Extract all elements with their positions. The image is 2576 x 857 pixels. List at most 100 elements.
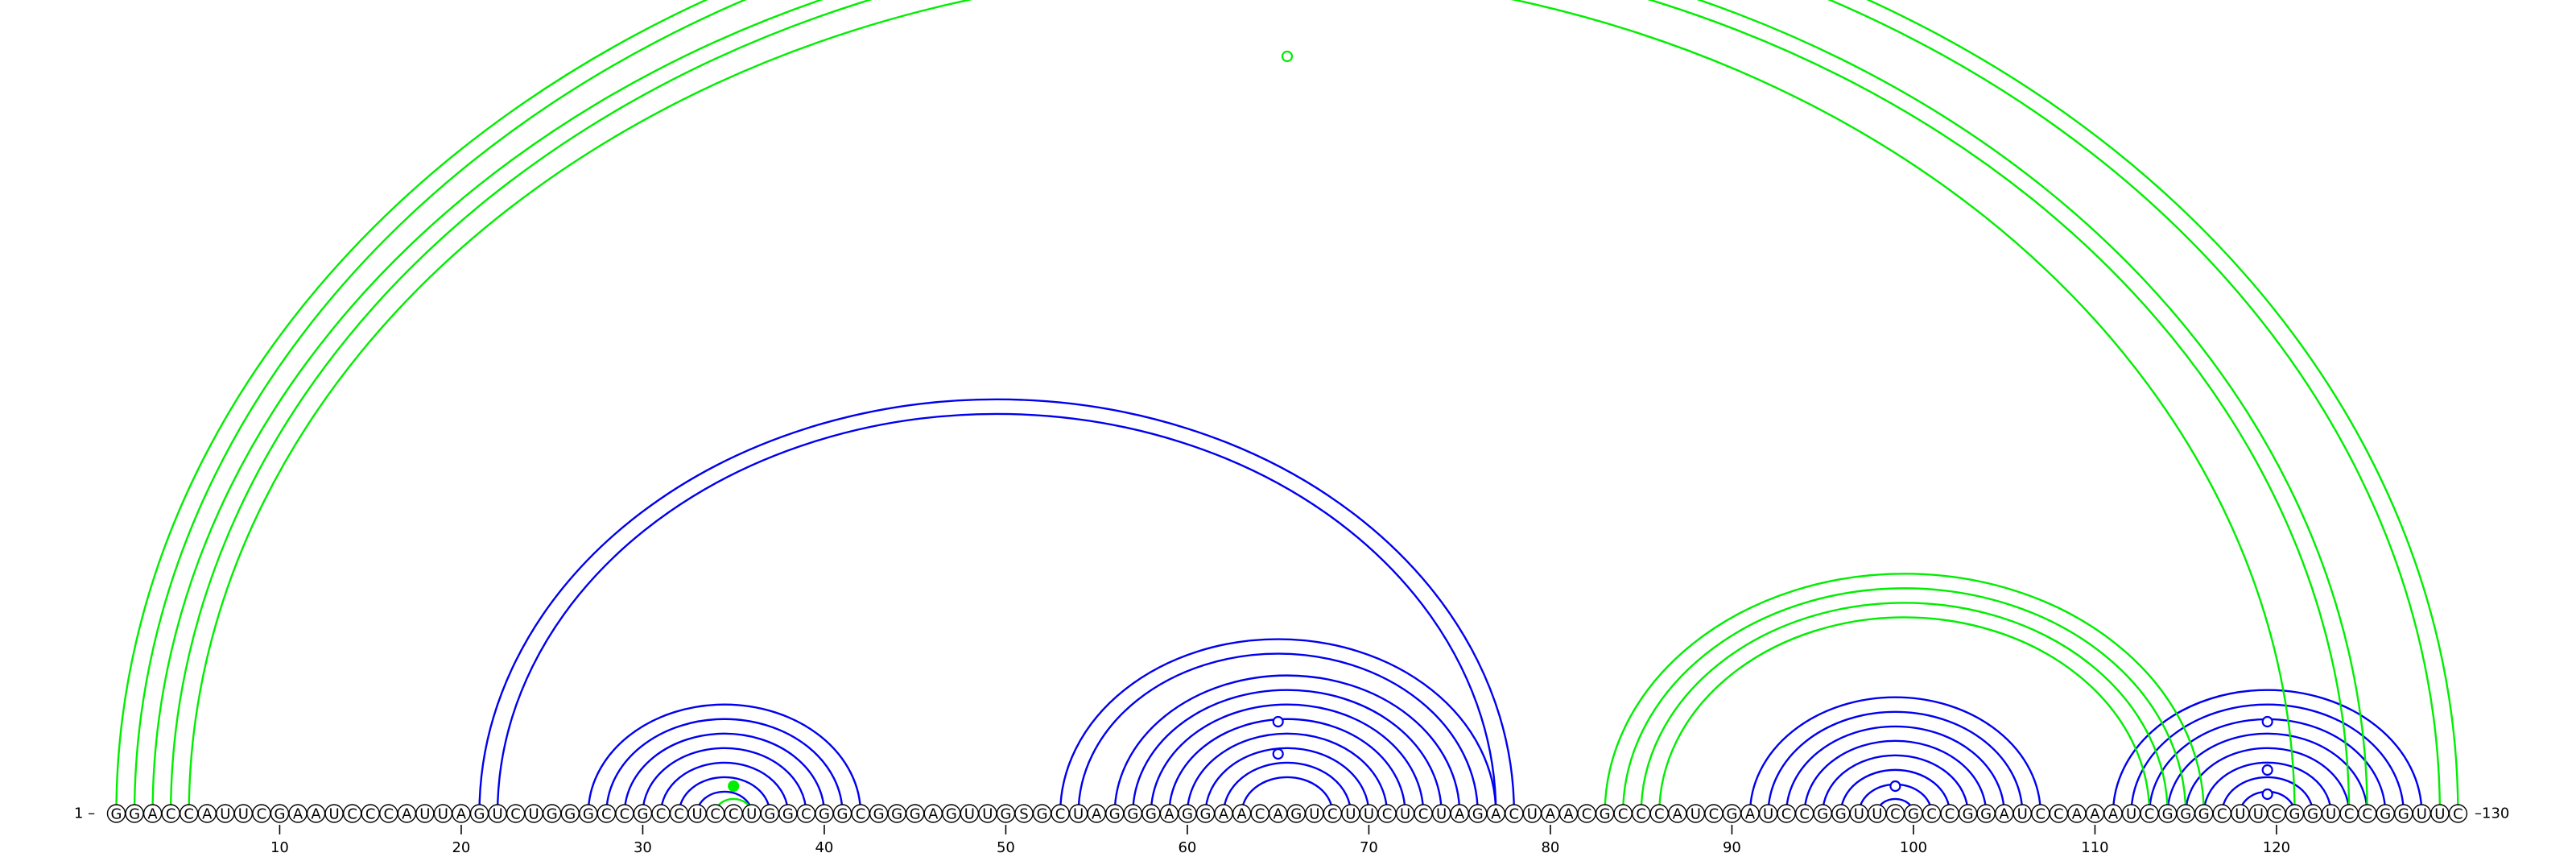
nucleotide-letter: G [1963,806,1974,823]
nucleotide-letter: A [311,806,321,823]
nucleotide-27: G [579,804,598,823]
nucleotide-letter: A [1219,806,1229,823]
nucleotide-68: C [1323,804,1343,823]
nucleotide-127: G [2394,804,2413,823]
nucleotide-110: A [2085,804,2105,823]
nucleotide-letter: C [1654,806,1665,823]
tick-label-40: 40 [815,839,833,856]
nucleotide-letter: C [1582,806,1592,823]
base-pair-arc-30-39 [642,747,807,814]
nucleotide-130: C [2448,804,2468,823]
nucleotide-92: U [1758,804,1778,823]
nucleotide-letter: G [910,806,921,823]
nucleotide-letter: U [2126,806,2136,823]
nucleotide-77: A [1486,804,1506,823]
nucleotide-38: G [778,804,798,823]
nucleotide-letter: C [1799,806,1810,823]
nucleotide-123: U [2321,804,2341,823]
nucleotide-19: U [433,804,453,823]
loop-marker [2261,715,2273,728]
nucleotide-letter: G [129,806,140,823]
base-pair-arc-5-121 [188,0,2296,814]
nucleotide-58: G [1141,804,1161,823]
nucleotide-letter: G [946,806,957,823]
nucleotide-22: U [488,804,507,823]
nucleotide-letter: U [529,806,539,823]
nucleotide-82: C [1577,804,1596,823]
nucleotide-4: C [161,804,180,823]
nucleotide-96: G [1831,804,1851,823]
nucleotide-letter: U [2017,806,2028,823]
base-pair-arc-2-129 [134,0,2440,814]
tick-label-10: 10 [270,839,289,856]
nucleotide-letter: C [801,806,811,823]
nucleotide-105: A [1994,804,2014,823]
nucleotide-69: U [1341,804,1360,823]
nucleotide-91: A [1740,804,1760,823]
nucleotide-56: G [1105,804,1125,823]
nucleotide-60: G [1178,804,1197,823]
nucleotide-letter: G [782,806,794,823]
nucleotide-letter: U [982,806,993,823]
nucleotide-14: C [342,804,362,823]
nucleotide-81: A [1558,804,1579,823]
nucleotide-letter: U [964,806,975,823]
nucleotide-letter: U [1763,806,1773,823]
base-pair-arc-57-74 [1132,689,1443,814]
nucleotide-letter: G [2198,806,2210,823]
base-pair-arc-84-115 [1621,587,2187,814]
nucleotide-letter: A [2090,806,2100,823]
nucleotide-letter: C [1382,806,1393,823]
nucleotide-letter: G [474,806,485,823]
nucleotide-12: A [306,804,326,823]
nucleotide-119: U [2248,804,2268,823]
base-pair-arc-58-73 [1150,703,1425,814]
nucleotide-55: A [1087,804,1106,823]
nucleotide-letter: G [1600,806,1611,823]
nucleotide-letter: C [166,806,176,823]
nucleotide-letter: A [1274,806,1284,823]
nucleotide-letter: G [891,806,902,823]
base-pair-arc-27-42 [587,703,862,814]
nucleotide-letter: G [637,806,648,823]
nucleotide-48: U [960,804,980,823]
nucleotide-95: G [1813,804,1832,823]
base-pair-arc-56-75 [1113,674,1461,814]
nucleotide-116: G [2194,804,2214,823]
nucleotide-letter: A [2072,806,2083,823]
base-pair-arc-85-114 [1640,602,2169,814]
nucleotide-letter: A [1491,806,1501,823]
base-pair-arc-60-71 [1186,732,1389,814]
base-pair-arc-53-77 [1059,638,1497,814]
nucleotide-letter: C [1618,806,1629,823]
base-pair-arc-63-68 [1241,776,1334,814]
nucleotide-letter: C [1945,806,1955,823]
base-pair-arc-96-102 [1839,768,1951,814]
nucleotide-109: A [2067,804,2087,823]
nucleotide-letter: G [111,806,122,823]
nucleotide-107: C [2031,804,2050,823]
tick-label-70: 70 [1360,839,1378,856]
base-pair-arc-54-76 [1077,652,1479,814]
nucleotide-112: U [2121,804,2141,823]
nucleotide-93: C [1777,804,1796,823]
nucleotide-41: G [832,804,852,823]
base-pair-arc-62-69 [1222,761,1352,814]
nucleotide-letter: C [257,806,267,823]
nucleotide-46: A [923,804,943,823]
nucleotide-113: C [2140,804,2159,823]
nucleotide-28: C [597,804,617,823]
nucleotide-letter: C [2145,806,2155,823]
nucleotide-letter: U [1872,806,1882,823]
nucleotide-125: C [2357,804,2377,823]
nucleotide-letter: U [1345,806,1356,823]
nucleotide-115: G [2176,804,2195,823]
nucleotide-letter: C [856,806,866,823]
nucleotide-15: C [361,804,380,823]
nucleotide-65: A [1268,804,1288,823]
nucleotide-letter: U [1854,806,1864,823]
nucleotide-letter: G [1109,806,1121,823]
nucleotide-114: G [2157,804,2178,823]
nucleotide-letter: G [1817,806,1828,823]
